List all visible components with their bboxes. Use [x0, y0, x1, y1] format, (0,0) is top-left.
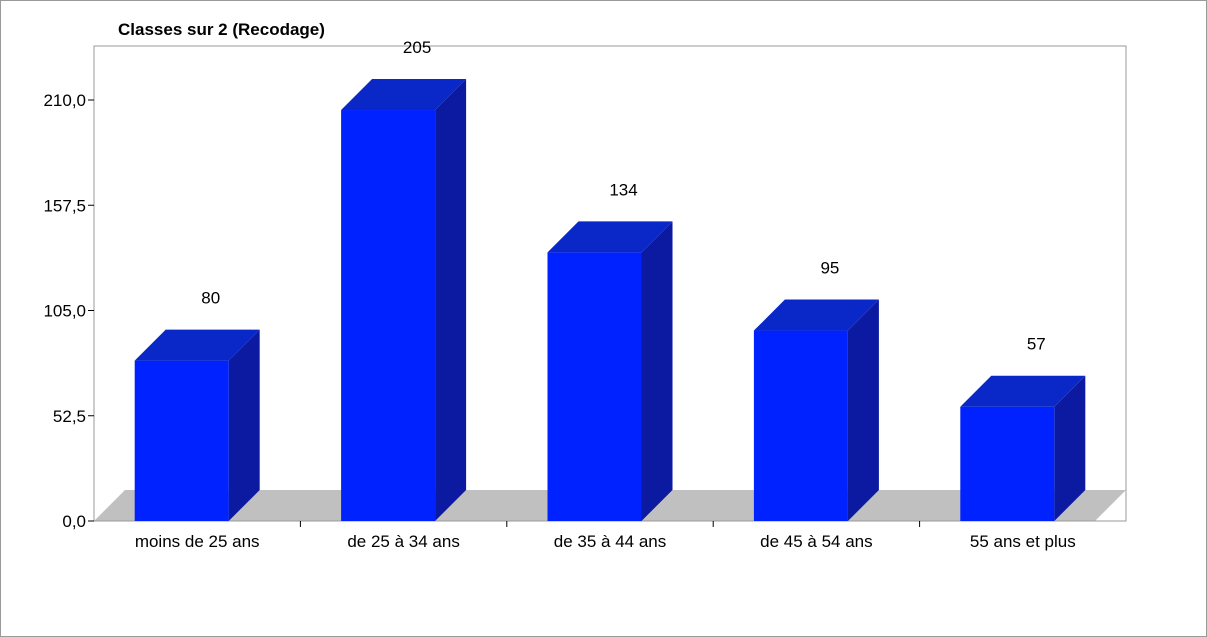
- y-tick-label: 52,5: [53, 407, 86, 426]
- chart-title: Classes sur 2 (Recodage): [118, 20, 325, 39]
- x-tick-label: de 35 à 44 ans: [554, 532, 666, 551]
- data-label: 80: [201, 289, 220, 308]
- bar-top: [960, 375, 1086, 407]
- bar-front: [960, 406, 1055, 521]
- data-label: 205: [403, 38, 431, 57]
- x-tick-label: moins de 25 ans: [135, 532, 260, 551]
- data-label: 57: [1027, 335, 1046, 354]
- bar: [547, 221, 673, 521]
- x-tick-label: de 25 à 34 ans: [347, 532, 459, 551]
- bar: [753, 299, 879, 521]
- bar-side: [847, 299, 879, 521]
- y-tick-label: 210,0: [43, 91, 86, 110]
- bar-side: [228, 329, 260, 521]
- y-tick-label: 0,0: [62, 512, 86, 531]
- bar-side: [641, 221, 673, 521]
- x-tick-label: 55 ans et plus: [970, 532, 1076, 551]
- bar-front: [341, 110, 436, 522]
- bar-front: [134, 360, 229, 521]
- bar-front: [753, 330, 848, 521]
- x-tick-label: de 45 à 54 ans: [760, 532, 872, 551]
- bar-top: [547, 221, 673, 253]
- bar-side: [1054, 375, 1086, 521]
- data-label: 95: [820, 259, 839, 278]
- bar-top: [753, 299, 879, 331]
- bar-top: [341, 79, 467, 111]
- bar: [134, 329, 260, 521]
- bar-front: [547, 252, 642, 521]
- y-tick-label: 105,0: [43, 302, 86, 321]
- bar: [960, 375, 1086, 521]
- data-label: 134: [609, 180, 637, 199]
- bar: [341, 79, 467, 522]
- bar-side: [435, 79, 467, 522]
- bar-top: [134, 329, 260, 361]
- y-tick-label: 157,5: [43, 196, 86, 215]
